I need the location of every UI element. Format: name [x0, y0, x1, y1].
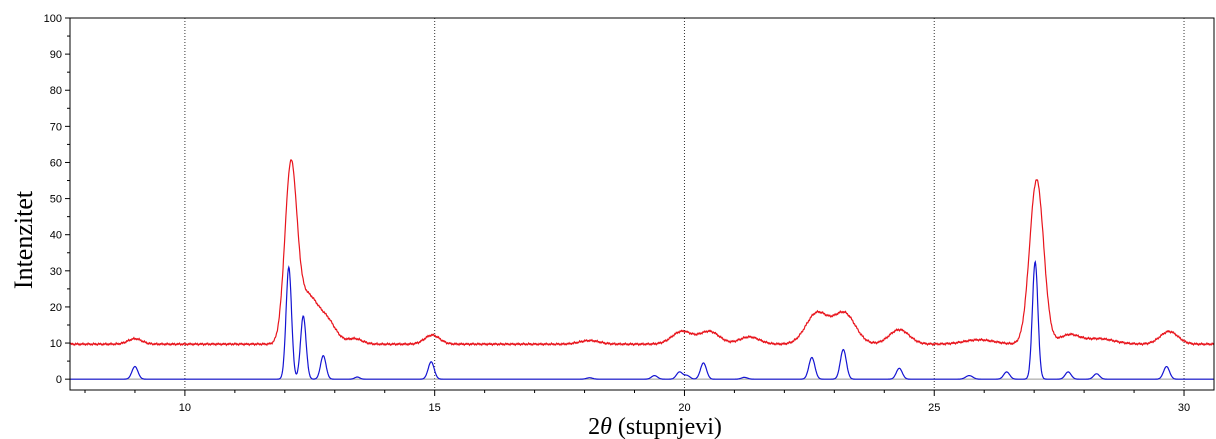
grid-lines [184, 18, 1185, 390]
x-axis-title: 2θ (stupnjevi) [588, 414, 722, 439]
y-tick-label: 70 [50, 121, 62, 133]
x-tick-label: 25 [928, 402, 940, 414]
y-tick-label: 60 [50, 157, 62, 169]
y-tick-label: 0 [56, 374, 62, 386]
y-tick-label: 100 [44, 13, 62, 25]
plot-frame [69, 17, 1215, 391]
y-tick-label: 50 [50, 194, 62, 206]
x-tick-label: 10 [179, 402, 191, 414]
x-tick-label: 20 [678, 402, 690, 414]
y-tick-label: 30 [50, 266, 62, 278]
series-line-1 [69, 159, 1215, 347]
y-tick-label: 40 [50, 230, 62, 242]
y-tick-label: 90 [50, 49, 62, 61]
series-line-2 [70, 259, 1214, 380]
y-axis-title: Intenzitet [9, 190, 38, 289]
y-tick-label: 80 [50, 85, 62, 97]
x-axis-ticks: 10 15 20 25 30 [84, 390, 1190, 414]
y-axis-ticks: 0 10 20 30 40 50 60 70 80 90 100 [44, 13, 70, 386]
y-tick-label: 10 [50, 338, 62, 350]
x-axis-title-symbol: θ [600, 414, 612, 439]
series-lines [69, 159, 1215, 380]
x-axis-title-suffix: (stupnjevi) [612, 414, 722, 439]
x-tick-label: 15 [429, 402, 441, 414]
y-tick-label: 20 [50, 302, 62, 314]
x-axis-title-prefix: 2 [588, 414, 600, 439]
x-tick-label: 30 [1178, 402, 1190, 414]
